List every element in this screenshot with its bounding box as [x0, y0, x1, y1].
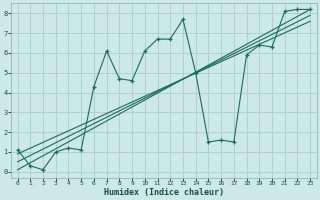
X-axis label: Humidex (Indice chaleur): Humidex (Indice chaleur): [104, 188, 224, 197]
